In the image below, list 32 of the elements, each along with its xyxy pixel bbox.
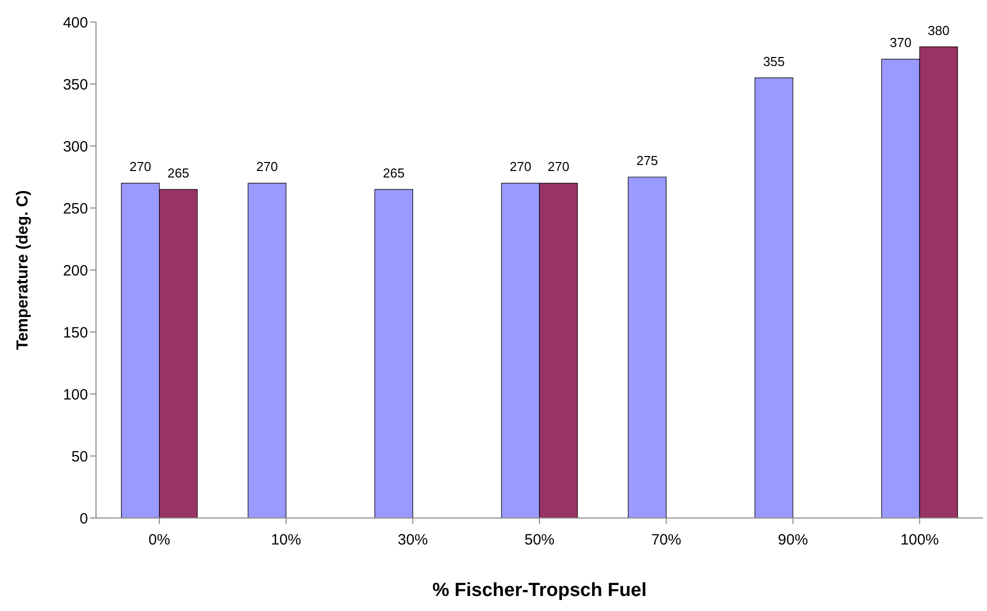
x-tick-label: 100%: [900, 532, 939, 549]
data-label: 270: [548, 159, 570, 174]
y-tick-label: 0: [80, 510, 88, 528]
x-tick-label: 10%: [271, 532, 302, 549]
y-tick-label: 300: [62, 138, 88, 156]
x-tick-label: 50%: [524, 532, 555, 549]
data-label: 355: [763, 54, 785, 69]
bar: [628, 176, 666, 518]
y-tick-label: 400: [62, 14, 88, 32]
y-tick-label: 350: [62, 76, 88, 94]
x-tick-label: 90%: [778, 532, 808, 549]
x-axis-title: % Fischer-Tropsch Fuel: [432, 580, 647, 601]
data-label: 270: [256, 159, 278, 174]
bar: [754, 78, 794, 518]
data-label: 370: [890, 35, 912, 50]
data-label: 265: [167, 165, 190, 180]
y-tick-label: 150: [62, 324, 88, 342]
y-axis-title: Temperature (deg. C): [14, 190, 32, 350]
y-tick-label: 200: [62, 262, 88, 280]
data-label: 275: [636, 153, 658, 168]
bar: [374, 189, 414, 518]
y-tick-label: 250: [62, 200, 88, 218]
y-tick-label: 100: [62, 386, 88, 404]
x-tick-label: 0%: [148, 532, 170, 549]
data-label: 265: [382, 165, 405, 180]
bar: [248, 182, 286, 518]
y-tick-label: 50: [71, 448, 88, 466]
x-tick-label: 70%: [651, 532, 682, 549]
data-label: 380: [928, 22, 950, 38]
data-label: 270: [129, 159, 152, 174]
x-tick-label: 30%: [398, 532, 428, 549]
data-label: 270: [510, 159, 532, 174]
